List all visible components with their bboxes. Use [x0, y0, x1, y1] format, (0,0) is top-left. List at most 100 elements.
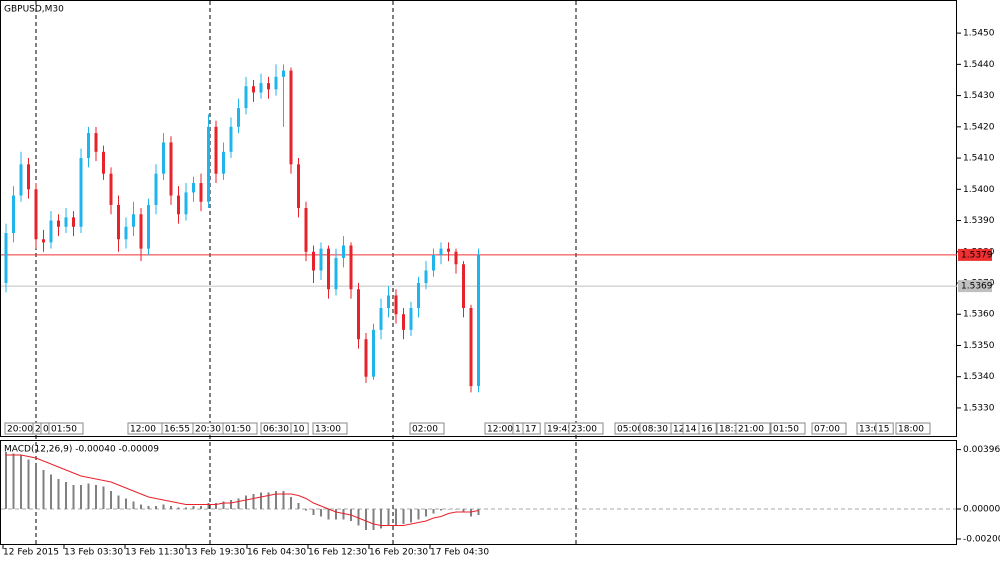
event-label: 12:00: [487, 425, 513, 435]
candle-body: [342, 245, 345, 259]
price-label-box: [958, 280, 992, 293]
candle-body: [27, 164, 30, 190]
candle-body: [289, 70, 293, 165]
macd-bar: [27, 459, 30, 509]
x-tick-label: 13 Feb 11:30: [125, 548, 184, 558]
event-box: [875, 422, 894, 435]
macd-bar: [395, 509, 397, 526]
event-label: 23:00: [571, 425, 597, 435]
event-label: 0: [43, 425, 49, 435]
event-label: 17: [525, 425, 536, 435]
x-tick-label: 16 Feb 04:30: [247, 548, 306, 558]
macd-bar: [5, 452, 7, 509]
candle-body: [94, 133, 98, 152]
macd-bar: [222, 501, 225, 509]
macd-bar: [455, 509, 457, 510]
macd-bar: [290, 497, 292, 509]
event-label: 19:45: [547, 425, 573, 435]
candle-body: [109, 173, 113, 205]
candle-body: [222, 151, 225, 174]
candle-body: [79, 158, 83, 227]
event-box: [290, 422, 309, 435]
macd-bar: [35, 465, 37, 509]
y-tick-label: 1.5340: [963, 372, 995, 382]
macd-bar: [215, 503, 217, 509]
candle-body: [42, 239, 45, 243]
event-label: 01:50: [51, 425, 77, 435]
event-label: 18:00: [898, 425, 924, 435]
macd-bar: [327, 509, 330, 520]
macd-bar: [477, 509, 480, 515]
macd-bar: [155, 506, 157, 509]
candle-body: [12, 195, 15, 234]
macd-bar: [440, 509, 442, 511]
candle-body: [237, 108, 240, 127]
x-tick-label: 17 Feb 04:30: [430, 548, 489, 558]
y-tick-label: 1.5430: [963, 91, 995, 101]
candle-body: [154, 173, 158, 205]
macd-bar: [162, 504, 165, 509]
event-label: 13:00: [315, 425, 341, 435]
candle-body: [229, 126, 233, 152]
candle-body: [274, 76, 278, 90]
event-label: 21:00: [738, 425, 764, 435]
macd-bar: [342, 509, 345, 520]
event-label: 06:30: [263, 425, 289, 435]
macd-bar: [132, 501, 135, 509]
macd-bar: [50, 474, 52, 509]
candle-body: [432, 254, 435, 271]
event-box: [409, 422, 445, 435]
event-label: 01:50: [225, 425, 251, 435]
candle-body: [87, 133, 90, 159]
macd-bar: [417, 509, 420, 520]
event-label: 1: [515, 425, 521, 435]
candle-body: [319, 248, 323, 271]
candle-body: [102, 151, 105, 174]
macd-bar: [117, 495, 120, 509]
candle-body: [72, 217, 75, 227]
y-tick-label: -0.00200: [963, 535, 1000, 545]
candle-body: [379, 307, 383, 330]
macd-bar: [245, 495, 247, 509]
event-label: 12:00: [130, 425, 156, 435]
candle-body: [462, 264, 465, 308]
event-label: 10: [293, 425, 305, 435]
candle-body: [64, 217, 68, 227]
main-panel: [0, 0, 957, 437]
macd-bar: [12, 453, 15, 509]
macd-bar: [95, 485, 97, 509]
candle-body: [417, 283, 420, 308]
macd-bar: [372, 509, 375, 530]
macd-bar: [267, 492, 270, 509]
event-box: [312, 422, 348, 435]
macd-bar: [297, 503, 300, 509]
macd-bar: [110, 491, 112, 509]
candle-body: [454, 251, 458, 265]
candle-body: [477, 254, 480, 387]
event-box: [522, 422, 541, 435]
event-label: 15: [878, 425, 889, 435]
macd-bar: [387, 509, 390, 526]
candle-body: [207, 126, 210, 202]
event-box: [568, 422, 604, 435]
candle-body: [394, 295, 398, 315]
candle-body: [177, 195, 180, 215]
event-label: 2: [35, 425, 41, 435]
candle-body: [117, 204, 120, 240]
y-tick-label: 0.00396: [963, 445, 1000, 455]
x-tick-label: 16 Feb 20:30: [369, 548, 428, 558]
x-tick-label: 12 Feb 2015: [3, 548, 59, 558]
y-tick-label: 1.5390: [963, 216, 995, 226]
event-label: 02:00: [412, 425, 438, 435]
candle-body: [132, 214, 135, 227]
x-tick-label: 13 Feb 03:30: [64, 548, 123, 558]
event-label: 08:30: [642, 425, 668, 435]
y-tick-label: 0.00000: [963, 505, 1000, 515]
macd-bar: [365, 509, 367, 530]
candle-body: [409, 307, 413, 330]
candle-body: [57, 220, 60, 227]
event-label: 16:55: [164, 425, 190, 435]
price-label: 1.5379: [961, 250, 993, 260]
candle-body: [334, 258, 338, 290]
macd-bar: [140, 504, 142, 509]
